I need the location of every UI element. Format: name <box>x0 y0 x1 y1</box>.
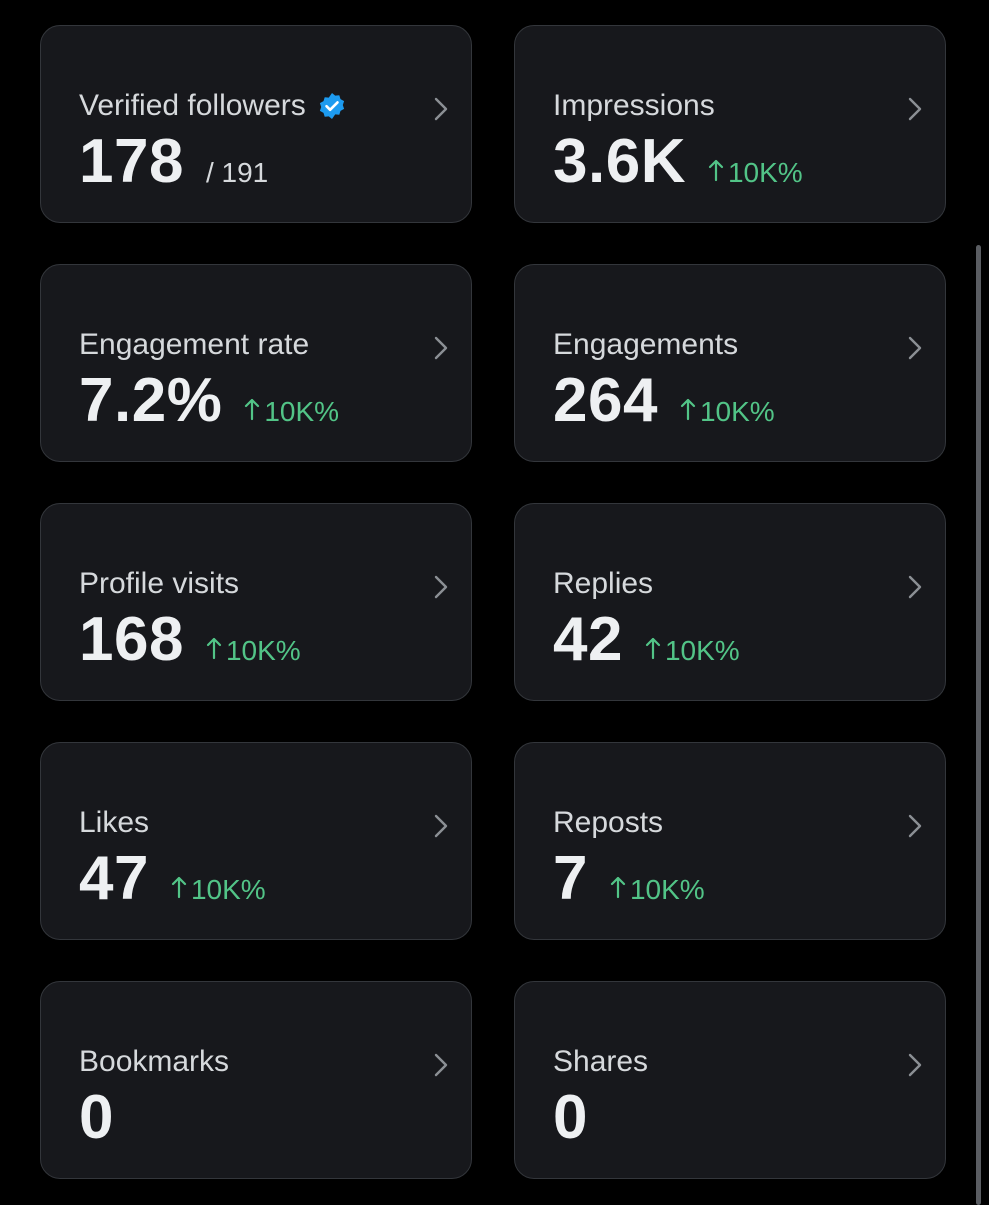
metric-label-row: Likes <box>79 805 149 841</box>
metric-value: 42 <box>553 605 623 674</box>
up-arrow <box>645 637 661 660</box>
metric-card[interactable]: Reposts 7 10K% <box>514 742 946 940</box>
metric-label: Engagement rate <box>79 328 310 361</box>
chevron <box>434 1053 448 1077</box>
metric-card[interactable]: Engagements 264 10K% <box>514 264 946 462</box>
up-arrow <box>708 159 724 182</box>
metric-change: 10K% <box>610 874 705 906</box>
metric-label: Engagements <box>553 328 739 361</box>
metric-change-value: 10K% <box>699 396 775 427</box>
chevron <box>908 1053 922 1077</box>
metric-value: 168 <box>79 605 184 674</box>
metric-value-row: 42 10K% <box>553 604 740 694</box>
metric-card[interactable]: Impressions 3.6K 10K% <box>514 25 946 223</box>
metric-value-row: 178 / 191 <box>79 126 268 216</box>
metric-card[interactable]: Replies 42 10K% <box>514 503 946 701</box>
metric-label-row: Profile visits <box>79 566 239 602</box>
up-arrow <box>171 876 187 899</box>
metric-total: / 191 <box>205 157 269 188</box>
metric-card[interactable]: Bookmarks 0 <box>40 981 472 1179</box>
metric-label-row: Shares <box>553 1044 648 1080</box>
metric-value-row: 0 <box>553 1082 588 1172</box>
metric-label-row: Reposts <box>553 805 663 841</box>
metric-card[interactable]: Shares 0 <box>514 981 946 1179</box>
metric-label: Profile visits <box>79 567 240 600</box>
metric-change: 10K% <box>206 635 301 667</box>
metric-change-value: 10K% <box>664 635 740 666</box>
metric-value-row: 47 10K% <box>79 843 266 933</box>
metric-label-row: Replies <box>553 566 653 602</box>
metric-value-row: 264 10K% <box>553 365 775 455</box>
chevron <box>908 814 922 838</box>
metric-card[interactable]: Engagement rate 7.2% 10K% <box>40 264 472 462</box>
scrollbar <box>976 245 981 1205</box>
metric-card[interactable]: Verified followers 178 / 191 <box>40 25 472 223</box>
metric-value: 7.2% <box>79 366 223 435</box>
metric-label: Verified followers <box>79 89 306 122</box>
metric-change-value: 10K% <box>727 157 803 188</box>
metric-label: Bookmarks <box>79 1045 230 1078</box>
metric-value: 264 <box>553 366 658 435</box>
metric-value-row: 7.2% 10K% <box>79 365 339 455</box>
chevron <box>908 336 922 360</box>
metric-value: 178 <box>79 127 184 196</box>
chevron <box>908 97 922 121</box>
metric-value-row: 168 10K% <box>79 604 301 694</box>
metric-label-row: Bookmarks <box>79 1044 229 1080</box>
metric-value: 7 <box>553 844 588 913</box>
chevron <box>434 575 448 599</box>
metric-change-value: 10K% <box>190 874 266 905</box>
metric-change: 10K% <box>244 396 339 428</box>
metric-value-row: 7 10K% <box>553 843 705 933</box>
metric-label-row: Engagement rate <box>79 327 309 363</box>
metric-change: 10K% <box>171 874 266 906</box>
verified-badge <box>319 93 344 119</box>
metric-value-row: 3.6K 10K% <box>553 126 803 216</box>
metric-label: Impressions <box>553 89 715 122</box>
metric-value-row: 0 <box>79 1082 114 1172</box>
metric-label: Replies <box>553 567 654 600</box>
metric-change: 10K% <box>680 396 775 428</box>
metric-value: 47 <box>79 844 149 913</box>
metric-value: 3.6K <box>553 127 686 196</box>
metric-change-value: 10K% <box>264 396 340 427</box>
chevron <box>434 814 448 838</box>
metric-label: Reposts <box>553 806 664 839</box>
metric-change-value: 10K% <box>629 874 705 905</box>
metric-change: 10K% <box>645 635 740 667</box>
metric-value: 0 <box>79 1083 114 1152</box>
metric-card[interactable]: Likes 47 10K% <box>40 742 472 940</box>
up-arrow <box>245 398 260 421</box>
chevron <box>434 336 448 360</box>
metric-value: 0 <box>553 1083 588 1152</box>
metric-change-value: 10K% <box>225 635 301 666</box>
chevron <box>434 97 448 121</box>
metric-label-row: Engagements <box>553 327 738 363</box>
metric-label-row: Impressions <box>553 88 715 124</box>
metric-label: Likes <box>79 806 150 839</box>
up-arrow <box>206 637 222 660</box>
metric-label: Shares <box>553 1045 649 1078</box>
up-arrow <box>680 398 696 421</box>
up-arrow <box>610 876 626 899</box>
chevron <box>908 575 922 599</box>
metric-label-row: Verified followers <box>79 88 346 124</box>
metric-card[interactable]: Profile visits 168 10K% <box>40 503 472 701</box>
metric-change: 10K% <box>708 157 803 189</box>
